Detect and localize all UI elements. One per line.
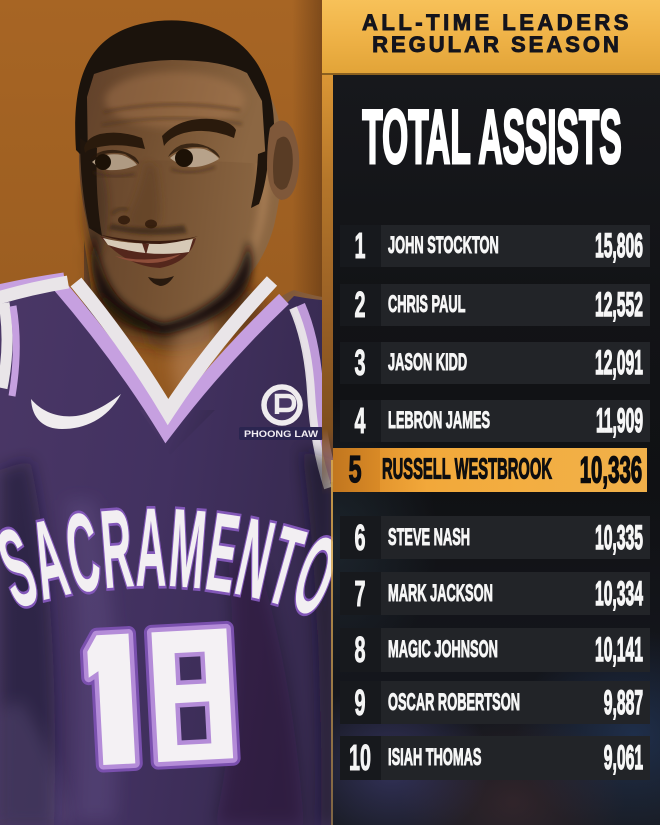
svg-text:PHOONG LAW: PHOONG LAW (244, 429, 319, 439)
